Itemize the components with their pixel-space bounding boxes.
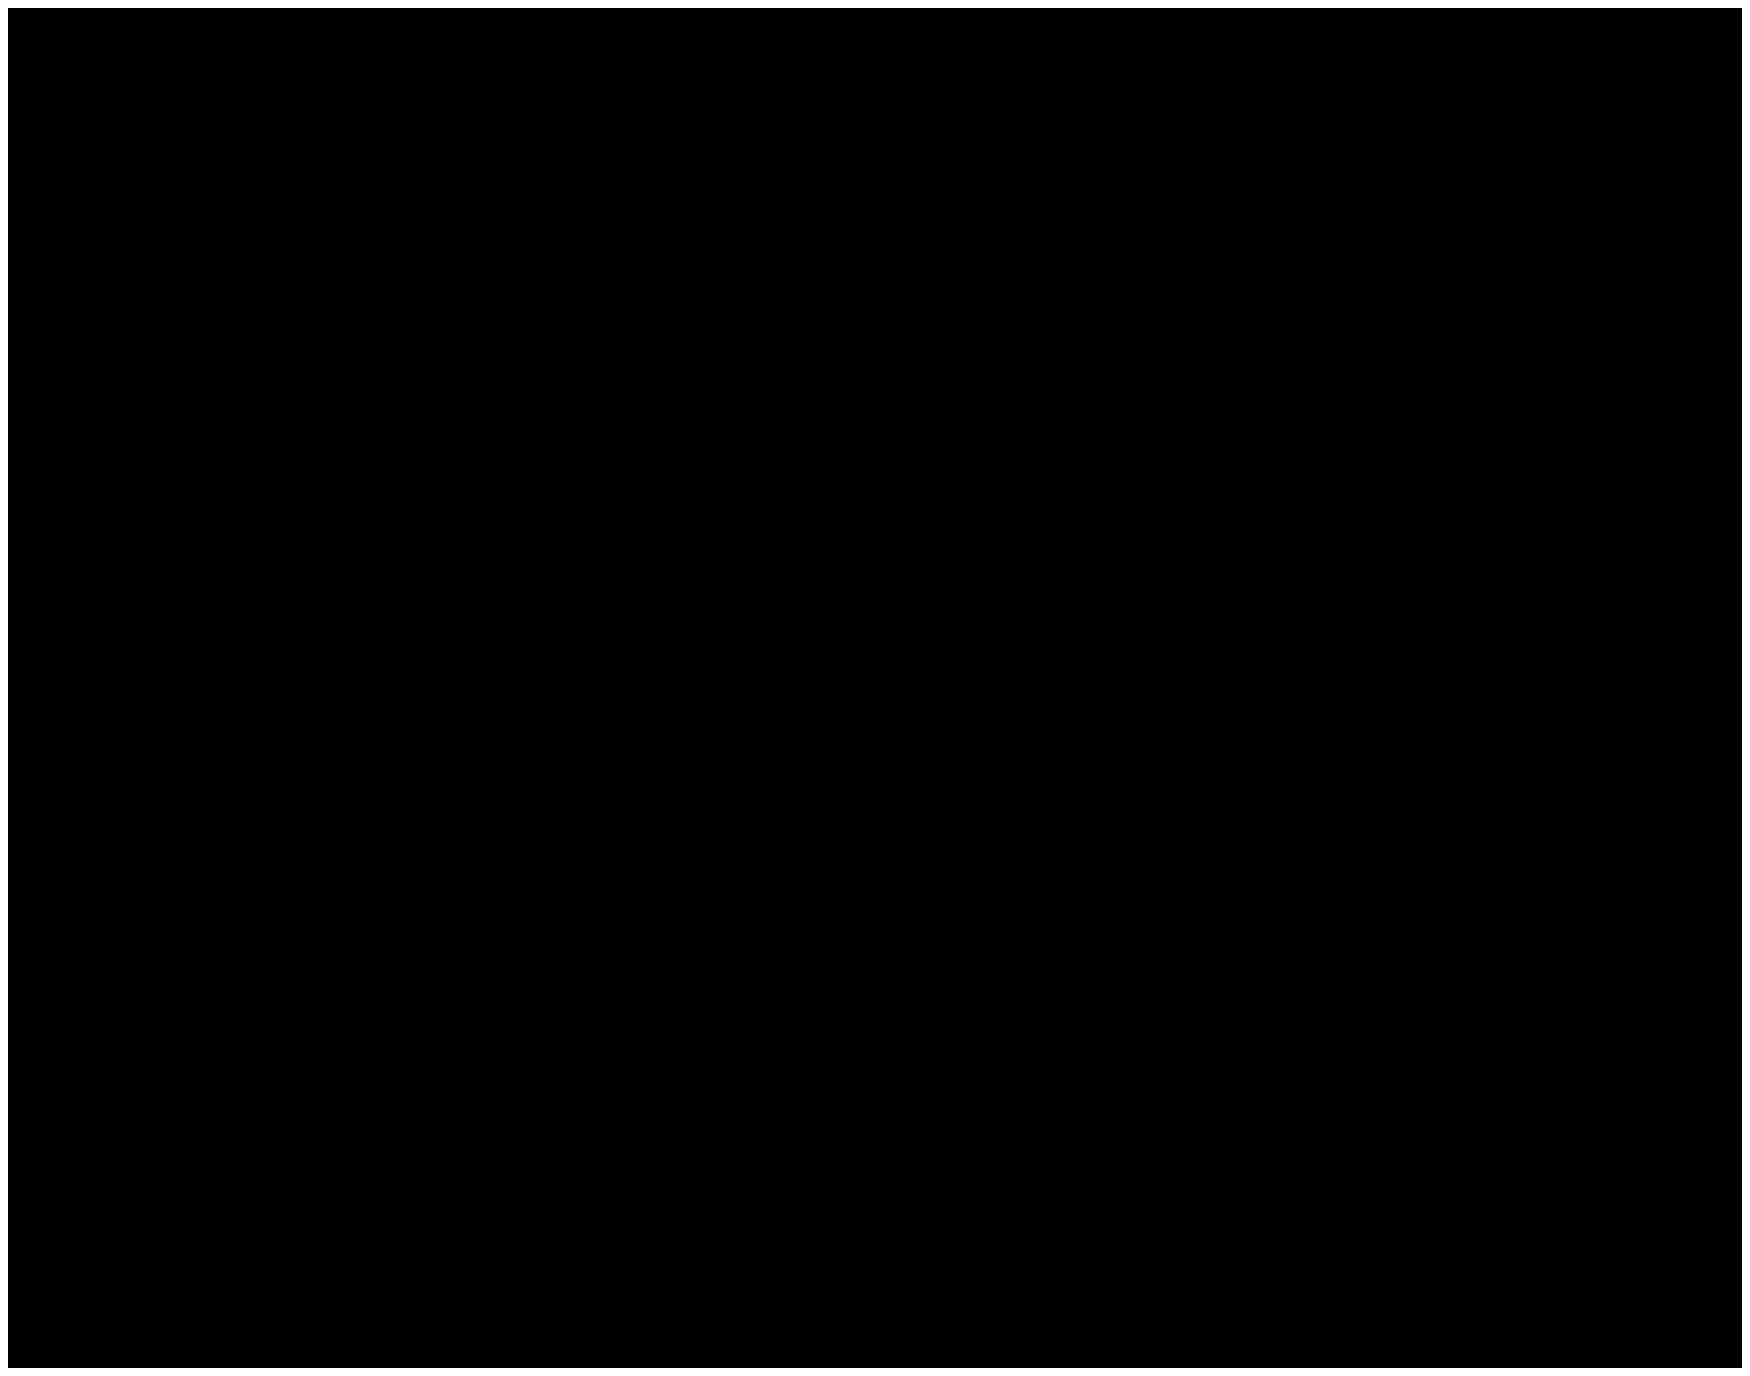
canvas-background bbox=[8, 8, 1742, 1368]
